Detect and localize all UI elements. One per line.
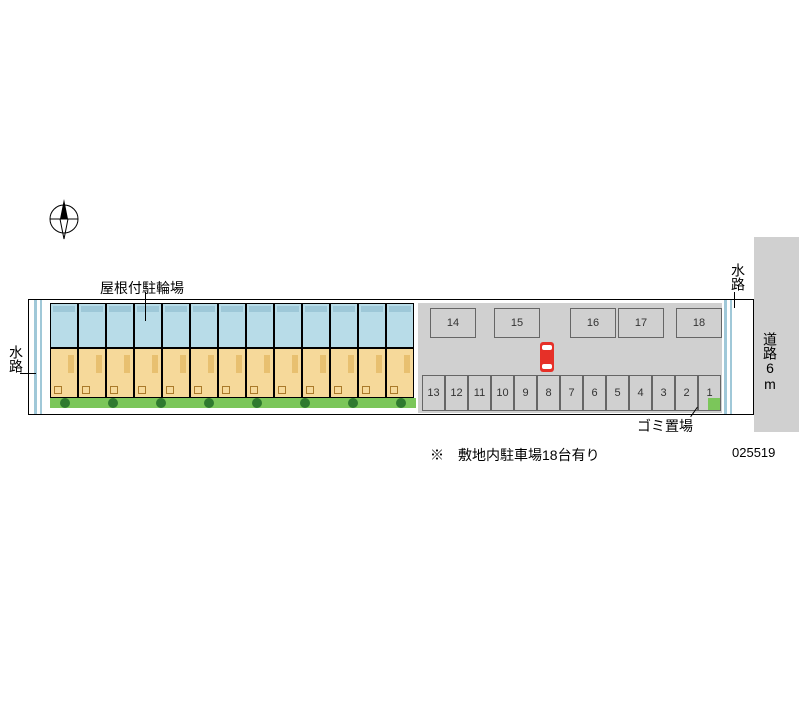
parking-slot: 2 bbox=[675, 375, 698, 411]
parking-slot: 9 bbox=[514, 375, 537, 411]
unit-upper bbox=[274, 303, 302, 348]
unit-upper bbox=[302, 303, 330, 348]
shrub-icon bbox=[300, 398, 310, 408]
leader-water-left bbox=[20, 373, 36, 374]
unit-lower bbox=[274, 348, 302, 398]
car-icon bbox=[540, 342, 554, 372]
parking-slot: 11 bbox=[468, 375, 491, 411]
parking-slot: 15 bbox=[494, 308, 540, 338]
shrub-icon bbox=[396, 398, 406, 408]
garbage-spot bbox=[708, 398, 720, 410]
unit-lower bbox=[218, 348, 246, 398]
parking-slot: 8 bbox=[537, 375, 560, 411]
parking-slot: 18 bbox=[676, 308, 722, 338]
unit-upper bbox=[162, 303, 190, 348]
parking-slot: 14 bbox=[430, 308, 476, 338]
unit-lower bbox=[386, 348, 414, 398]
parking-slot: 16 bbox=[570, 308, 616, 338]
label-bike-parking: 屋根付駐輪場 bbox=[100, 278, 184, 298]
unit-lower bbox=[162, 348, 190, 398]
unit-upper bbox=[358, 303, 386, 348]
label-note: ※ 敷地内駐車場18台有り bbox=[430, 445, 600, 465]
parking-slot: 13 bbox=[422, 375, 445, 411]
unit-upper bbox=[190, 303, 218, 348]
label-road: 道路6m bbox=[760, 332, 780, 392]
unit-lower bbox=[78, 348, 106, 398]
unit-upper bbox=[330, 303, 358, 348]
compass-icon bbox=[40, 195, 88, 243]
unit-upper bbox=[134, 303, 162, 348]
parking-slot: 10 bbox=[491, 375, 514, 411]
shrub-icon bbox=[252, 398, 262, 408]
unit-upper bbox=[106, 303, 134, 348]
unit-upper bbox=[50, 303, 78, 348]
unit-lower bbox=[246, 348, 274, 398]
shrub-icon bbox=[60, 398, 70, 408]
unit-lower bbox=[190, 348, 218, 398]
shrub-icon bbox=[108, 398, 118, 408]
label-garbage: ゴミ置場 bbox=[637, 416, 693, 436]
leader-water-right bbox=[734, 292, 735, 308]
shrub-icon bbox=[156, 398, 166, 408]
unit-upper bbox=[386, 303, 414, 348]
label-code: 025519 bbox=[732, 445, 775, 460]
label-waterway-right: 水路 bbox=[728, 263, 748, 291]
unit-lower bbox=[302, 348, 330, 398]
label-waterway-left: 水路 bbox=[6, 345, 26, 373]
unit-lower bbox=[358, 348, 386, 398]
unit-lower bbox=[50, 348, 78, 398]
parking-slot: 6 bbox=[583, 375, 606, 411]
unit-lower bbox=[330, 348, 358, 398]
parking-slot: 3 bbox=[652, 375, 675, 411]
site-plan: 1415161718 13121110987654321 屋根付駐輪場 ゴミ置場… bbox=[0, 0, 800, 727]
parking-slot: 4 bbox=[629, 375, 652, 411]
planting-strip bbox=[50, 398, 416, 408]
unit-upper bbox=[78, 303, 106, 348]
unit-upper bbox=[218, 303, 246, 348]
shrub-icon bbox=[348, 398, 358, 408]
apartment-building bbox=[50, 303, 416, 398]
parking-slot: 12 bbox=[445, 375, 468, 411]
unit-lower bbox=[106, 348, 134, 398]
parking-slot: 7 bbox=[560, 375, 583, 411]
parking-slot: 17 bbox=[618, 308, 664, 338]
unit-upper bbox=[246, 303, 274, 348]
unit-lower bbox=[134, 348, 162, 398]
parking-slot: 5 bbox=[606, 375, 629, 411]
shrub-icon bbox=[204, 398, 214, 408]
